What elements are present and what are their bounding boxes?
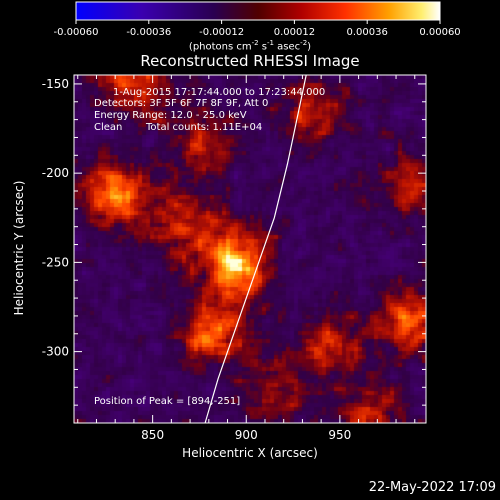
colorbar-tick-label: 0.00060: [419, 27, 460, 38]
colorbar-tick-label: -0.00036: [126, 27, 171, 38]
colorbar: -0.00060 -0.00036 -0.00012 0.00012 0.00036 0.…: [54, 1, 461, 38]
colorbar-tick-label: 0.00036: [347, 27, 388, 38]
colorbar-tick-label: 0.00012: [274, 27, 315, 38]
clean-label: Clean: [94, 122, 123, 133]
detectors-label: Detectors: 3F 5F 6F 7F 8F 9F, Att 0: [94, 98, 269, 109]
colorbar-ticks: -0.00060 -0.00036 -0.00012 0.00012 0.00036 0.…: [54, 20, 461, 38]
y-axis-ticks: -150 -200 -250 -300: [42, 77, 426, 424]
footer-date: 22-May-2022 17:09: [368, 480, 496, 495]
x-axis-ticks: 850 900 950: [77, 75, 416, 442]
total-counts-label: Total counts: 1.11E+04: [146, 122, 263, 133]
x-tick-label: 850: [141, 428, 164, 442]
peak-position-label: Position of Peak = [894,-251]: [94, 396, 241, 407]
x-axis-label: Heliocentric X (arcsec): [182, 446, 318, 460]
y-tick-label: -250: [42, 255, 69, 269]
plot-frame: [73, 74, 427, 424]
y-tick-label: -300: [42, 345, 69, 359]
energy-range-label: Energy Range: 12.0 - 25.0 keV: [94, 110, 247, 121]
y-axis-label: Heliocentric Y (arcsec): [12, 180, 26, 316]
x-tick-label: 950: [328, 428, 351, 442]
colorbar-tick-label: -0.00060: [54, 27, 99, 38]
chart-title: Reconstructed RHESSI Image: [140, 52, 360, 70]
solar-limb-line: [204, 74, 307, 424]
colorbar-gradient: [75, 1, 441, 21]
y-tick-label: -150: [42, 77, 69, 91]
time-range-label: 1-Aug-2015 17:17:44.000 to 17:23:44.000: [113, 87, 326, 98]
colorbar-unit-label: (photons cm-2 s-1 asec-2): [188, 39, 312, 53]
heatmap-image: [74, 75, 426, 423]
colorbar-tick-label: -0.00012: [199, 27, 244, 38]
y-tick-label: -200: [42, 166, 69, 180]
x-tick-label: 900: [235, 428, 258, 442]
